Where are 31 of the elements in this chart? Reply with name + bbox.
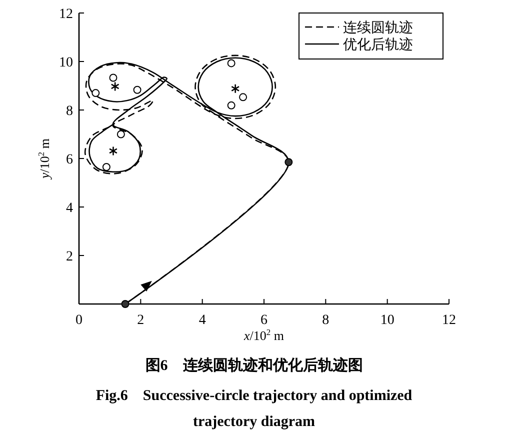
legend-label: 优化后轨迹 [343, 37, 413, 53]
text: Fig.6 Successive-circle trajectory and optimized trajectory diagram [96, 388, 413, 430]
point [102, 162, 110, 171]
y-tick-label: 10 [59, 56, 73, 70]
x-tick-label: 0 [76, 313, 82, 328]
point [110, 82, 120, 92]
point [108, 146, 118, 156]
x-tick-label: 8 [322, 313, 330, 328]
point [116, 130, 125, 138]
x-tick-label: 6 [260, 313, 268, 328]
point [239, 93, 248, 102]
point [227, 101, 236, 110]
x-axis-title: x/10$^{2}$ m [243, 327, 284, 343]
y-tick-label: 4 [66, 201, 73, 216]
point [231, 84, 240, 94]
text: 图6 连续圆轨迹和优化后轨迹图 [145, 356, 363, 374]
x-tick-label: 10 [380, 313, 394, 328]
point [133, 86, 142, 94]
y-tick-label: 6 [66, 152, 73, 168]
point [121, 300, 130, 308]
legend-label: 连续圆轨迹 [343, 20, 413, 36]
y-tick-label: 2 [66, 250, 73, 264]
x-tick-label: 12 [442, 313, 456, 328]
point [227, 59, 236, 68]
x-tick-label: 2 [137, 313, 144, 328]
point [109, 74, 118, 82]
y-tick-label: 8 [66, 104, 73, 119]
x-tick-label: 4 [198, 313, 206, 328]
point [92, 89, 100, 98]
y-tick-label: 12 [59, 7, 73, 22]
point [284, 158, 293, 166]
